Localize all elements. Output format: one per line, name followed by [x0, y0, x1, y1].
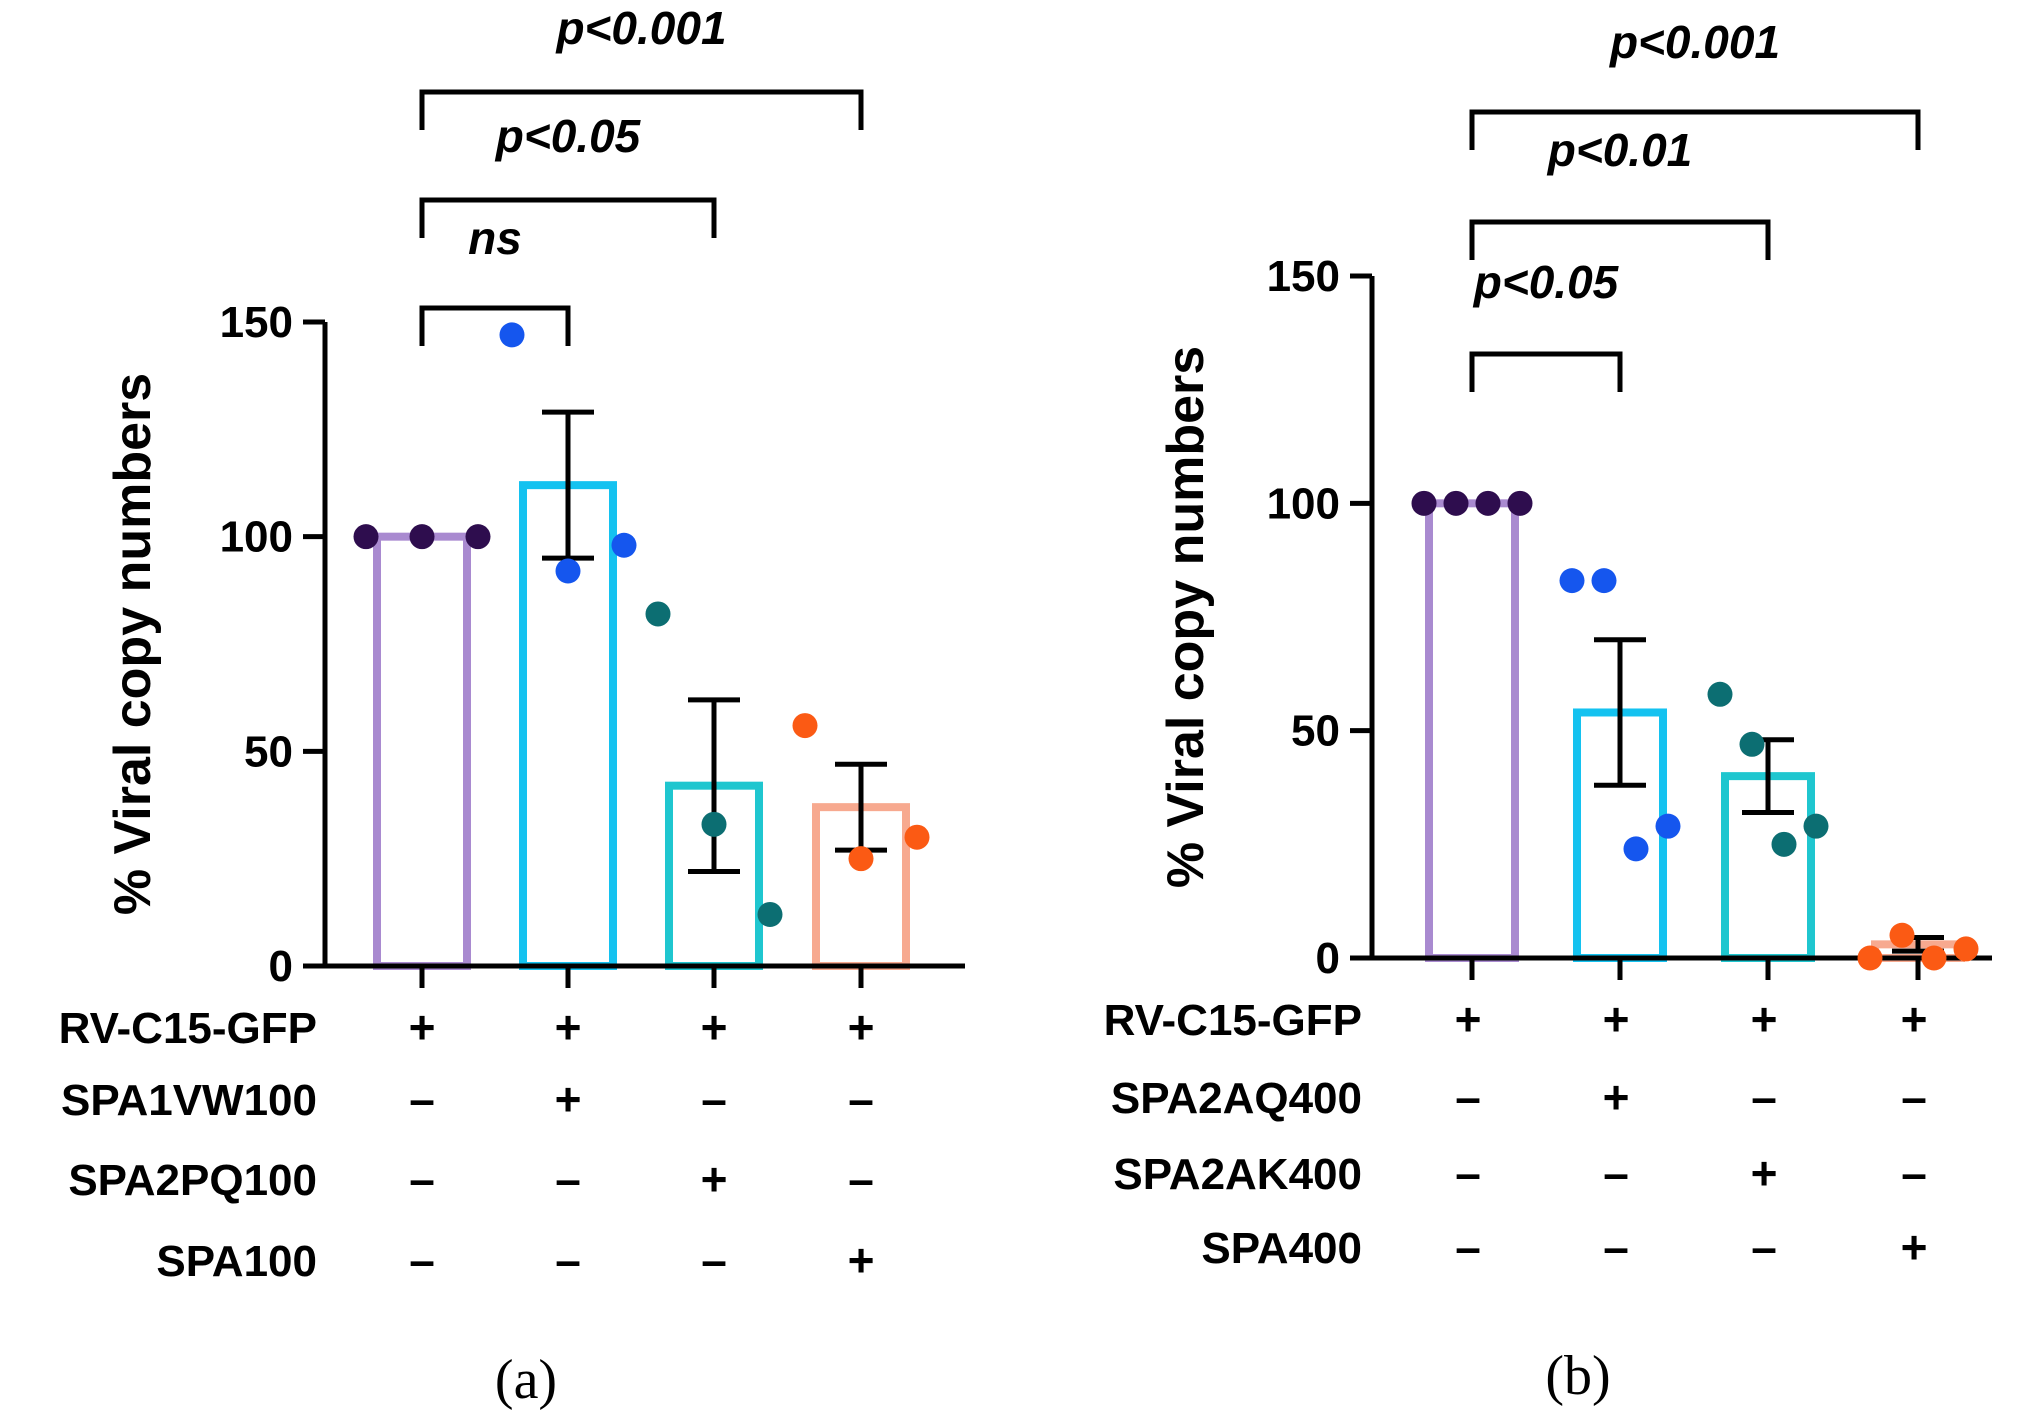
- data-point: [1953, 936, 1979, 962]
- treatment-sign: –: [1455, 1221, 1481, 1273]
- significance-bracket: [419, 305, 571, 346]
- data-point: [1475, 490, 1501, 516]
- treatment-sign: –: [1455, 1147, 1481, 1199]
- panel-caption: (a): [495, 1349, 557, 1411]
- data-point: [1411, 490, 1437, 516]
- data-point: [465, 524, 491, 550]
- significance-bracket: [1469, 351, 1623, 392]
- significance-label: p<0.01: [1546, 124, 1693, 176]
- treatment-sign: +: [555, 1073, 582, 1125]
- significance-bracket: [1469, 219, 1771, 260]
- treatment-sign: –: [555, 1153, 581, 1205]
- treatment-sign: +: [409, 1001, 436, 1053]
- significance-label: p<0.001: [554, 2, 726, 54]
- y-tick-label: 150: [220, 298, 293, 347]
- treatment-sign: +: [701, 1001, 728, 1053]
- treatment-row-label: SPA2AK400: [1113, 1150, 1362, 1199]
- treatment-sign: –: [555, 1234, 581, 1286]
- data-point: [1655, 813, 1681, 839]
- data-point: [353, 524, 379, 550]
- treatment-sign: –: [409, 1073, 435, 1125]
- panel-b: 0 50 100 150 % Viral copy numbers p<0.05 p<0.0…: [1104, 16, 1992, 1407]
- treatment-sign: –: [701, 1073, 727, 1125]
- y-tick-label: 100: [1267, 479, 1340, 528]
- treatment-sign: +: [1603, 993, 1630, 1045]
- treatment-sign: –: [1751, 1221, 1777, 1273]
- treatment-sign: +: [1751, 1147, 1778, 1199]
- treatment-sign: +: [1751, 993, 1778, 1045]
- significance-label: p<0.001: [1608, 16, 1780, 68]
- data-point: [1559, 568, 1585, 594]
- bar: [373, 532, 471, 971]
- data-point: [1591, 568, 1617, 594]
- data-point: [757, 901, 783, 927]
- data-point: [1739, 731, 1765, 757]
- treatment-sign: –: [1603, 1221, 1629, 1273]
- data-point: [499, 322, 525, 348]
- data-point: [1803, 813, 1829, 839]
- data-point: [848, 846, 874, 872]
- y-tick-label: 0: [269, 942, 293, 991]
- treatment-sign: +: [701, 1153, 728, 1205]
- y-tick-label: 50: [1291, 707, 1340, 756]
- treatment-sign: +: [1603, 1071, 1630, 1123]
- treatment-sign: –: [409, 1234, 435, 1286]
- treatment-row-label: RV-C15-GFP: [1104, 996, 1362, 1045]
- treatment-sign: –: [848, 1153, 874, 1205]
- y-tick-label: 150: [1267, 252, 1340, 301]
- significance-bracket: [419, 89, 864, 130]
- treatment-sign: –: [1751, 1071, 1777, 1123]
- panel-a: 0 50 100 150 % Viral copy numbers ns p<0.05 p<0…: [59, 2, 965, 1411]
- treatment-sign: –: [1455, 1071, 1481, 1123]
- treatment-row-label: RV-C15-GFP: [59, 1004, 317, 1053]
- significance-label: ns: [468, 212, 522, 264]
- treatment-sign: +: [1901, 1221, 1928, 1273]
- treatment-sign: –: [701, 1234, 727, 1286]
- data-point: [1707, 681, 1733, 707]
- data-point: [792, 713, 818, 739]
- data-point: [904, 824, 930, 850]
- treatment-sign: –: [1901, 1147, 1927, 1199]
- y-tick-label: 100: [220, 513, 293, 562]
- data-point: [701, 811, 727, 837]
- y-tick-label: 0: [1316, 934, 1340, 983]
- data-point: [555, 558, 581, 584]
- panel-caption: (b): [1545, 1345, 1610, 1407]
- y-tick-label: 50: [244, 727, 293, 776]
- y-axis-title: % Viral copy numbers: [104, 373, 162, 915]
- treatment-row-label: SPA400: [1201, 1224, 1362, 1273]
- treatment-sign: –: [1901, 1071, 1927, 1123]
- treatment-sign: +: [1455, 993, 1482, 1045]
- data-point: [1623, 836, 1649, 862]
- data-point: [645, 601, 671, 627]
- treatment-sign: +: [555, 1001, 582, 1053]
- data-point: [611, 532, 637, 558]
- treatment-sign: +: [848, 1234, 875, 1286]
- treatment-sign: +: [1901, 993, 1928, 1045]
- treatment-row-label: SPA2PQ100: [68, 1156, 317, 1205]
- significance-label: p<0.05: [1472, 256, 1620, 308]
- treatment-sign: –: [1603, 1147, 1629, 1199]
- data-point: [1857, 945, 1883, 971]
- treatment-sign: –: [409, 1153, 435, 1205]
- data-point: [1507, 490, 1533, 516]
- significance-bracket: [1469, 109, 1921, 150]
- treatment-sign: +: [848, 1001, 875, 1053]
- treatment-row-label: SPA100: [156, 1237, 317, 1286]
- significance-label: p<0.05: [494, 110, 642, 162]
- y-axis-title: % Viral copy numbers: [1157, 346, 1215, 888]
- data-point: [1889, 922, 1915, 948]
- data-point: [1771, 831, 1797, 857]
- data-point: [1921, 945, 1947, 971]
- treatment-sign: –: [848, 1073, 874, 1125]
- data-point: [1443, 490, 1469, 516]
- significance-bracket: [419, 197, 717, 238]
- bar: [1425, 499, 1519, 962]
- treatment-row-label: SPA2AQ400: [1111, 1074, 1362, 1123]
- treatment-row-label: SPA1VW100: [61, 1076, 317, 1125]
- data-point: [409, 524, 435, 550]
